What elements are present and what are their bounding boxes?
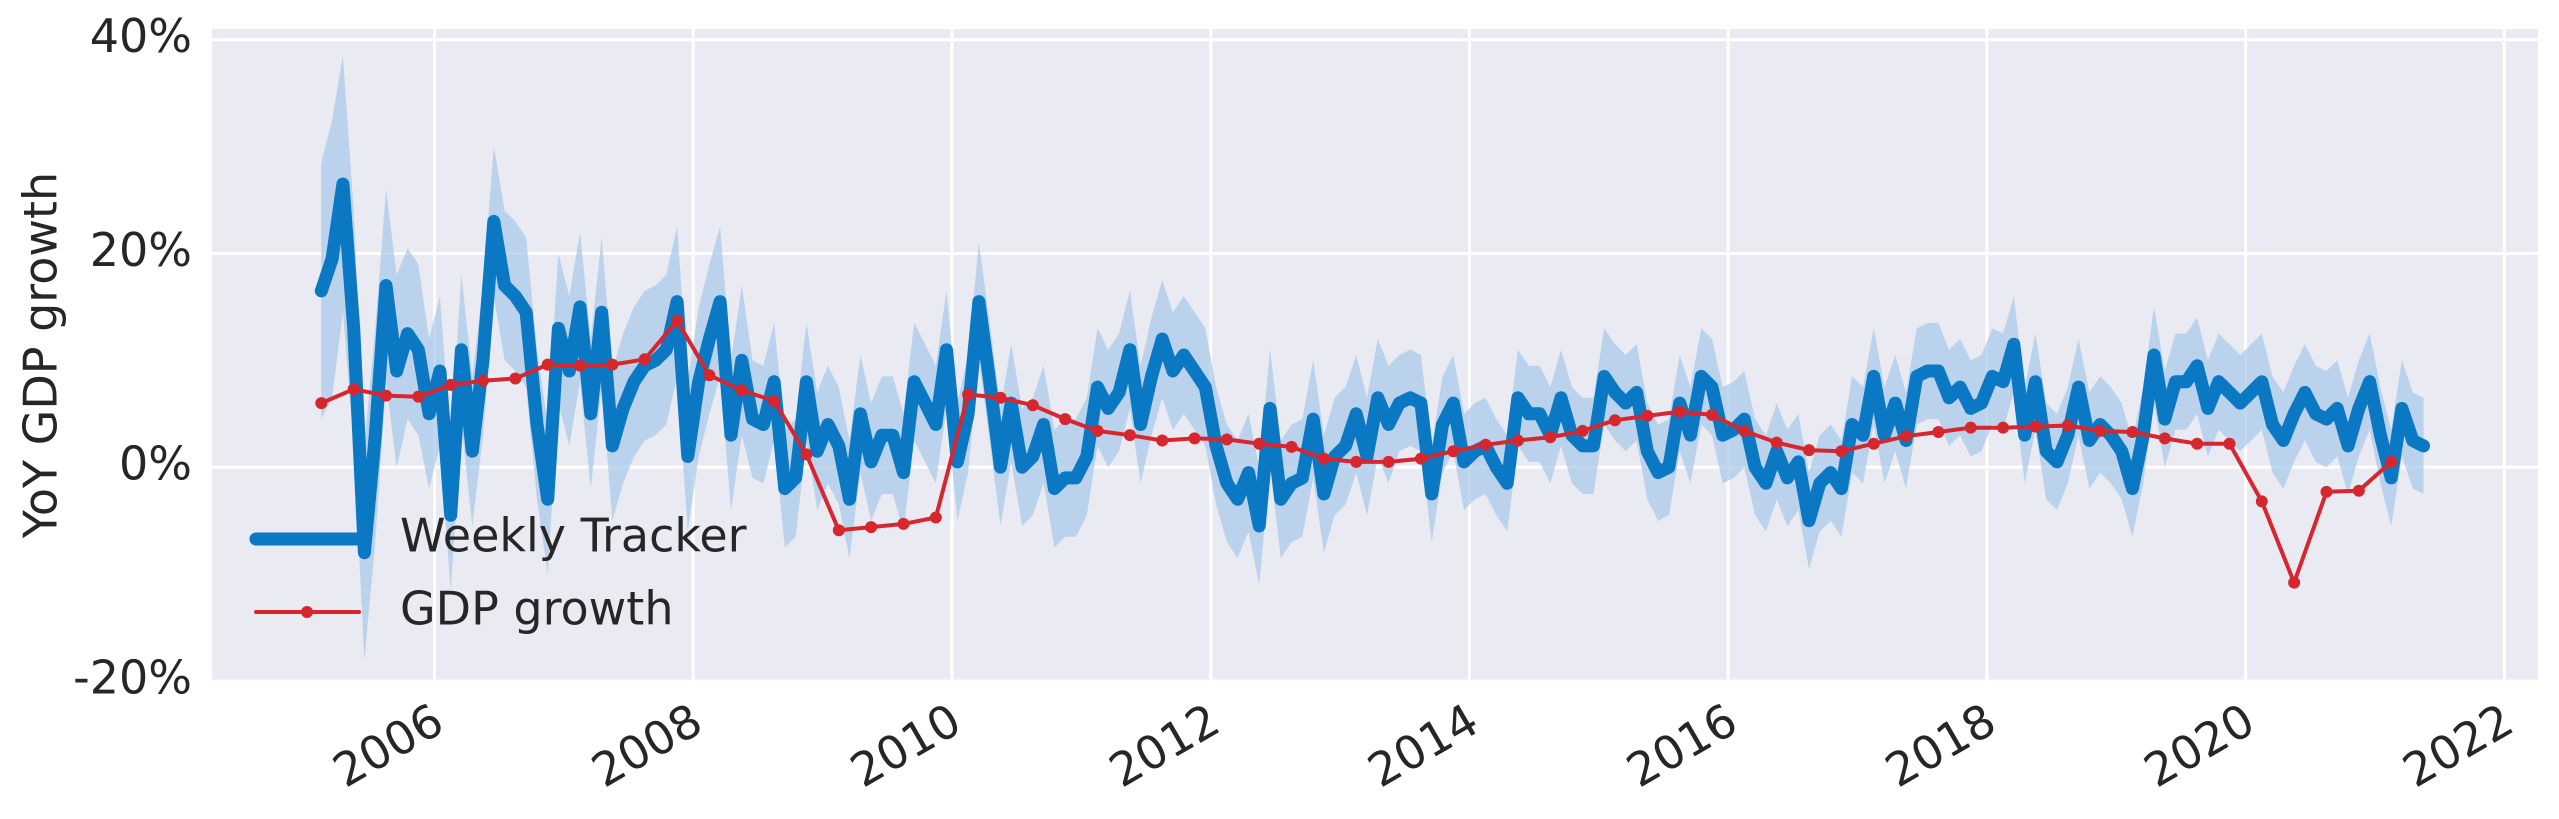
series-marker <box>671 314 684 327</box>
x-tick-label: 2010 <box>841 693 969 798</box>
series-marker <box>1673 405 1686 418</box>
series-marker <box>2223 437 2236 450</box>
series-marker <box>1900 430 1913 443</box>
series-marker <box>2255 495 2268 508</box>
series-marker <box>477 374 490 387</box>
series-marker <box>1156 434 1169 447</box>
series-marker <box>897 517 910 530</box>
y-tick-label: 40% <box>90 9 192 63</box>
series-marker <box>1479 438 1492 451</box>
series-marker <box>444 378 457 391</box>
series-marker <box>1414 452 1427 465</box>
series-marker <box>1188 432 1201 445</box>
series-marker <box>1026 399 1039 412</box>
series-marker <box>1447 445 1460 458</box>
series-marker <box>703 369 716 382</box>
series-marker <box>2158 432 2171 445</box>
x-tick-label: 2020 <box>2135 693 2263 798</box>
series-marker <box>1964 421 1977 434</box>
series-marker <box>1738 424 1751 437</box>
series-marker <box>347 383 360 396</box>
series-marker <box>1997 421 2010 434</box>
legend-label: Weekly Tracker <box>400 509 747 563</box>
series-marker <box>541 358 554 371</box>
y-axis-label: YoY GDP growth <box>14 172 68 539</box>
series-marker <box>962 388 975 401</box>
series-marker <box>994 391 1007 404</box>
series-marker <box>1285 440 1298 453</box>
series-marker <box>606 358 619 371</box>
x-tick-label: 2016 <box>1618 693 1746 798</box>
series-marker <box>929 511 942 524</box>
series-marker <box>768 394 781 407</box>
series-marker <box>832 524 845 537</box>
y-tick-label: -20% <box>73 651 192 705</box>
series-marker <box>638 353 651 366</box>
series-marker <box>1382 455 1395 468</box>
series-marker <box>2061 419 2074 432</box>
series-marker <box>1770 436 1783 449</box>
series-marker <box>2094 424 2107 437</box>
series-marker <box>574 359 587 372</box>
series-marker <box>1705 408 1718 421</box>
legend-label: GDP growth <box>400 582 673 636</box>
x-tick-label: 2006 <box>324 693 452 798</box>
series-marker <box>1317 452 1330 465</box>
x-tick-label: 2014 <box>1359 693 1487 798</box>
series-marker <box>2288 576 2301 589</box>
series-marker <box>1511 434 1524 447</box>
series-marker <box>1253 437 1266 450</box>
series-marker <box>509 372 522 385</box>
legend-marker <box>301 606 313 618</box>
series-marker <box>1867 437 1880 450</box>
series-marker <box>1932 425 1945 438</box>
series-marker <box>1350 455 1363 468</box>
series-marker <box>412 390 425 403</box>
legend: Weekly Tracker GDP growth <box>249 509 747 636</box>
series-marker <box>2385 455 2398 468</box>
series-marker <box>2191 437 2204 450</box>
series-marker <box>1641 409 1654 422</box>
series-marker <box>2029 420 2042 433</box>
series-marker <box>1544 431 1557 444</box>
series-marker <box>2352 484 2365 497</box>
series-marker <box>1123 429 1136 442</box>
x-tick-label: 2008 <box>583 693 711 798</box>
confidence-band <box>321 55 2424 660</box>
series-marker <box>379 389 392 402</box>
series-marker <box>1059 413 1072 426</box>
plot-marks <box>314 55 2430 660</box>
series-marker <box>1220 433 1233 446</box>
series-marker <box>2320 485 2333 498</box>
series-marker <box>1803 444 1816 457</box>
x-tick-label: 2018 <box>1876 693 2004 798</box>
series-marker <box>1576 424 1589 437</box>
series-marker <box>1091 424 1104 437</box>
series-marker <box>865 521 878 534</box>
series-marker <box>2126 425 2139 438</box>
x-tick-label: 2012 <box>1100 693 1228 798</box>
y-tick-label: 0% <box>119 437 192 491</box>
series-marker <box>315 397 328 410</box>
y-tick-label: 20% <box>90 223 192 277</box>
series-marker <box>1608 414 1621 427</box>
series-marker <box>735 384 748 397</box>
x-tick-label: 2022 <box>2394 693 2522 798</box>
series-marker <box>1835 445 1848 458</box>
series-marker <box>800 448 813 461</box>
